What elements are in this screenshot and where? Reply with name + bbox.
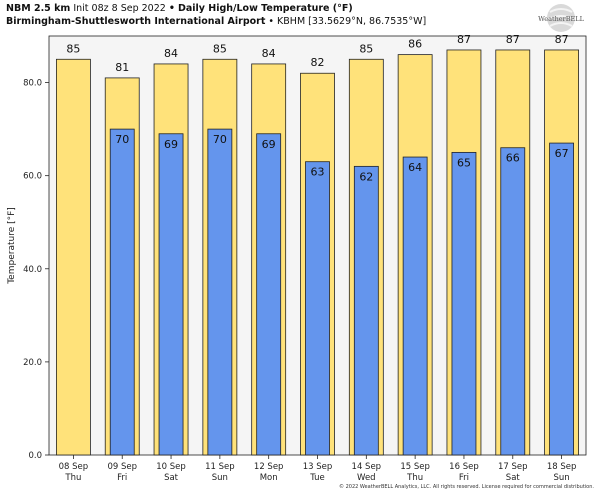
x-tick-label: 08 Sep Thu (59, 462, 89, 483)
header-line-1: NBM 2.5 km Init 08z 8 Sep 2022 • Daily H… (6, 2, 426, 15)
location-name: Birmingham-Shuttlesworth International A… (6, 16, 266, 27)
low-bar (451, 151, 477, 456)
low-bar (207, 128, 233, 456)
x-tick-label: 15 Sep Thu (400, 462, 430, 483)
x-tick-label: 09 Sep Fri (107, 462, 137, 483)
high-bar (56, 58, 91, 456)
high-value-label: 85 (213, 42, 227, 55)
copyright-notice: © 2022 WeatherBELL Analytics, LLC. All r… (339, 484, 594, 490)
y-tick-label: 60.0 (23, 172, 42, 182)
x-tick-label: 12 Sep Mon (254, 462, 284, 483)
weatherbell-logo: WeatherBELL (538, 4, 585, 32)
bars-layer: 85 81 70 84 69 85 70 84 69 82 63 85 62 86 64 87 65 87 66 87… (56, 33, 579, 456)
low-bar (353, 165, 379, 456)
y-axis: 0.0 20.0 40.0 60.0 80.0 (23, 79, 49, 461)
high-value-label: 85 (359, 42, 373, 55)
station-coordinates: KBHM [33.5629°N, 86.7535°W] (277, 16, 427, 27)
low-value-label: 65 (457, 156, 471, 169)
y-tick-label: 80.0 (23, 79, 42, 89)
low-value-label: 69 (164, 138, 178, 151)
x-tick-label: 13 Sep Tue (303, 462, 333, 483)
x-tick-label: 11 Sep Sun (205, 462, 235, 483)
y-tick-label: 0.0 (28, 451, 42, 461)
x-axis: 08 Sep Thu 09 Sep Fri 10 Sep Sat 11 Sep Sun 12 S… (59, 455, 577, 483)
y-tick-label: 20.0 (23, 358, 42, 368)
x-tick-label: 16 Sep Fri (449, 462, 479, 483)
low-value-label: 70 (213, 133, 227, 146)
bullet-separator: • (168, 3, 175, 14)
x-tick-label: 18 Sep Sun (547, 462, 577, 483)
x-tick-label: 14 Sep Wed (352, 462, 382, 483)
x-tick-label: 17 Sep Sat (498, 462, 528, 483)
low-bar (256, 133, 282, 456)
high-value-label: 87 (457, 33, 471, 46)
low-value-label: 62 (359, 170, 373, 183)
low-value-label: 66 (506, 152, 520, 165)
high-value-label: 84 (164, 47, 178, 60)
high-value-label: 85 (66, 42, 80, 55)
bullet-separator-2: • (268, 16, 275, 27)
product-title: Daily High/Low Temperature (°F) (177, 3, 353, 14)
low-value-label: 64 (408, 161, 422, 174)
chart-header: NBM 2.5 km Init 08z 8 Sep 2022 • Daily H… (6, 2, 426, 28)
low-value-label: 67 (555, 147, 569, 160)
low-bar (305, 161, 330, 456)
low-value-label: 70 (115, 133, 129, 146)
high-value-label: 87 (555, 33, 569, 46)
low-value-label: 63 (311, 166, 325, 179)
low-bar (109, 128, 135, 456)
header-line-2: Birmingham-Shuttlesworth International A… (6, 15, 426, 28)
high-value-label: 86 (408, 38, 422, 51)
low-bar (158, 133, 184, 456)
high-value-label: 82 (311, 56, 325, 69)
high-value-label: 87 (506, 33, 520, 46)
y-tick-label: 40.0 (23, 265, 42, 275)
low-value-label: 69 (262, 138, 276, 151)
model-name: NBM 2.5 km (6, 3, 71, 14)
low-bar (549, 142, 574, 456)
high-value-label: 84 (262, 47, 276, 60)
logo-text: WeatherBELL (538, 15, 584, 23)
low-bar (402, 156, 428, 456)
init-time: Init 08z 8 Sep 2022 (73, 3, 166, 14)
high-value-label: 81 (115, 61, 129, 74)
y-axis-title: Temperature [°F] (7, 207, 17, 285)
low-bar (500, 147, 526, 456)
x-tick-label: 10 Sep Sat (156, 462, 186, 483)
